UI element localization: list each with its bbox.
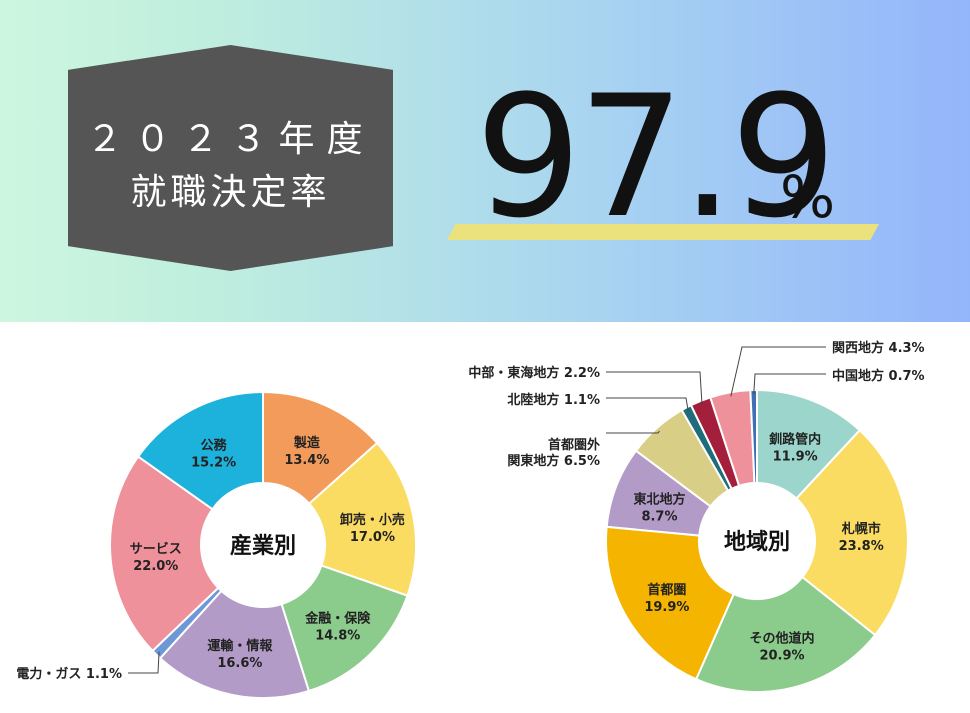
donut-segment — [136, 390, 264, 511]
segment-label: その他道内 20.9% — [750, 630, 815, 663]
leader-line — [606, 371, 703, 405]
year-label: ２０２３年度 — [86, 119, 375, 160]
leader-line — [753, 373, 826, 395]
segment-label: 関西地方 4.3% — [832, 340, 925, 356]
segment-label: 首都圏外関東地方 6.5% — [507, 437, 600, 469]
title-hexagon — [68, 45, 393, 271]
donut-segment — [749, 388, 758, 485]
donut-segment — [694, 575, 877, 693]
donut-segment — [280, 564, 409, 693]
segment-label: 中国地方 0.7% — [832, 368, 925, 384]
donut-segment — [307, 441, 417, 597]
donut-segment — [262, 390, 379, 506]
segment-label: 釧路管内 11.9% — [769, 432, 821, 465]
leader-line — [606, 397, 689, 412]
segment-label: 卸売・小売 17.0% — [340, 512, 405, 545]
donut-charts: 製造 13.4% 卸売・小売 17.0% 金融・保険 14.8% 運輸・情報 16.6% 電力・… — [16, 340, 925, 699]
donut-segment — [605, 525, 735, 681]
segment-label: 中部・東海地方 2.2% — [468, 365, 600, 381]
leader-line — [730, 346, 826, 397]
industry-donut: 製造 13.4% 卸売・小売 17.0% 金融・保険 14.8% 運輸・情報 16.6% 電力・… — [16, 390, 417, 699]
rate-title: 就職決定率 — [130, 172, 331, 213]
segment-label: 製造 13.4% — [284, 435, 329, 468]
donut-center-label: 産業別 — [230, 533, 296, 559]
donut-center-label: 地域別 — [724, 529, 790, 555]
leader-line — [128, 651, 160, 674]
rate-unit: % — [780, 163, 836, 231]
segment-label: 札幌市 23.8% — [839, 521, 884, 554]
segment-label: 運輸・情報 16.6% — [207, 638, 273, 671]
rate-value: 97.9 — [475, 59, 837, 255]
donut-segment — [756, 388, 862, 500]
segment-label: 電力・ガス 1.1% — [16, 666, 122, 682]
segment-label: 東北地方 8.7% — [633, 491, 685, 524]
donut-segment — [109, 455, 220, 653]
donut-segment — [795, 428, 909, 637]
leader-line — [606, 430, 660, 434]
segment-label: 金融・保険 14.8% — [304, 610, 371, 643]
segment-label: 北陸地方 1.1% — [507, 392, 600, 408]
segment-label: サービス 22.0% — [130, 541, 182, 574]
rate-highlight — [447, 224, 879, 240]
segment-label: 公務 15.2% — [191, 438, 236, 471]
segment-label: 首都圏 19.9% — [644, 582, 689, 615]
region-donut: 釧路管内 11.9% 札幌市 23.8% その他道内 20.9% 首都圏 19.9% 東北地方 8… — [468, 340, 925, 693]
